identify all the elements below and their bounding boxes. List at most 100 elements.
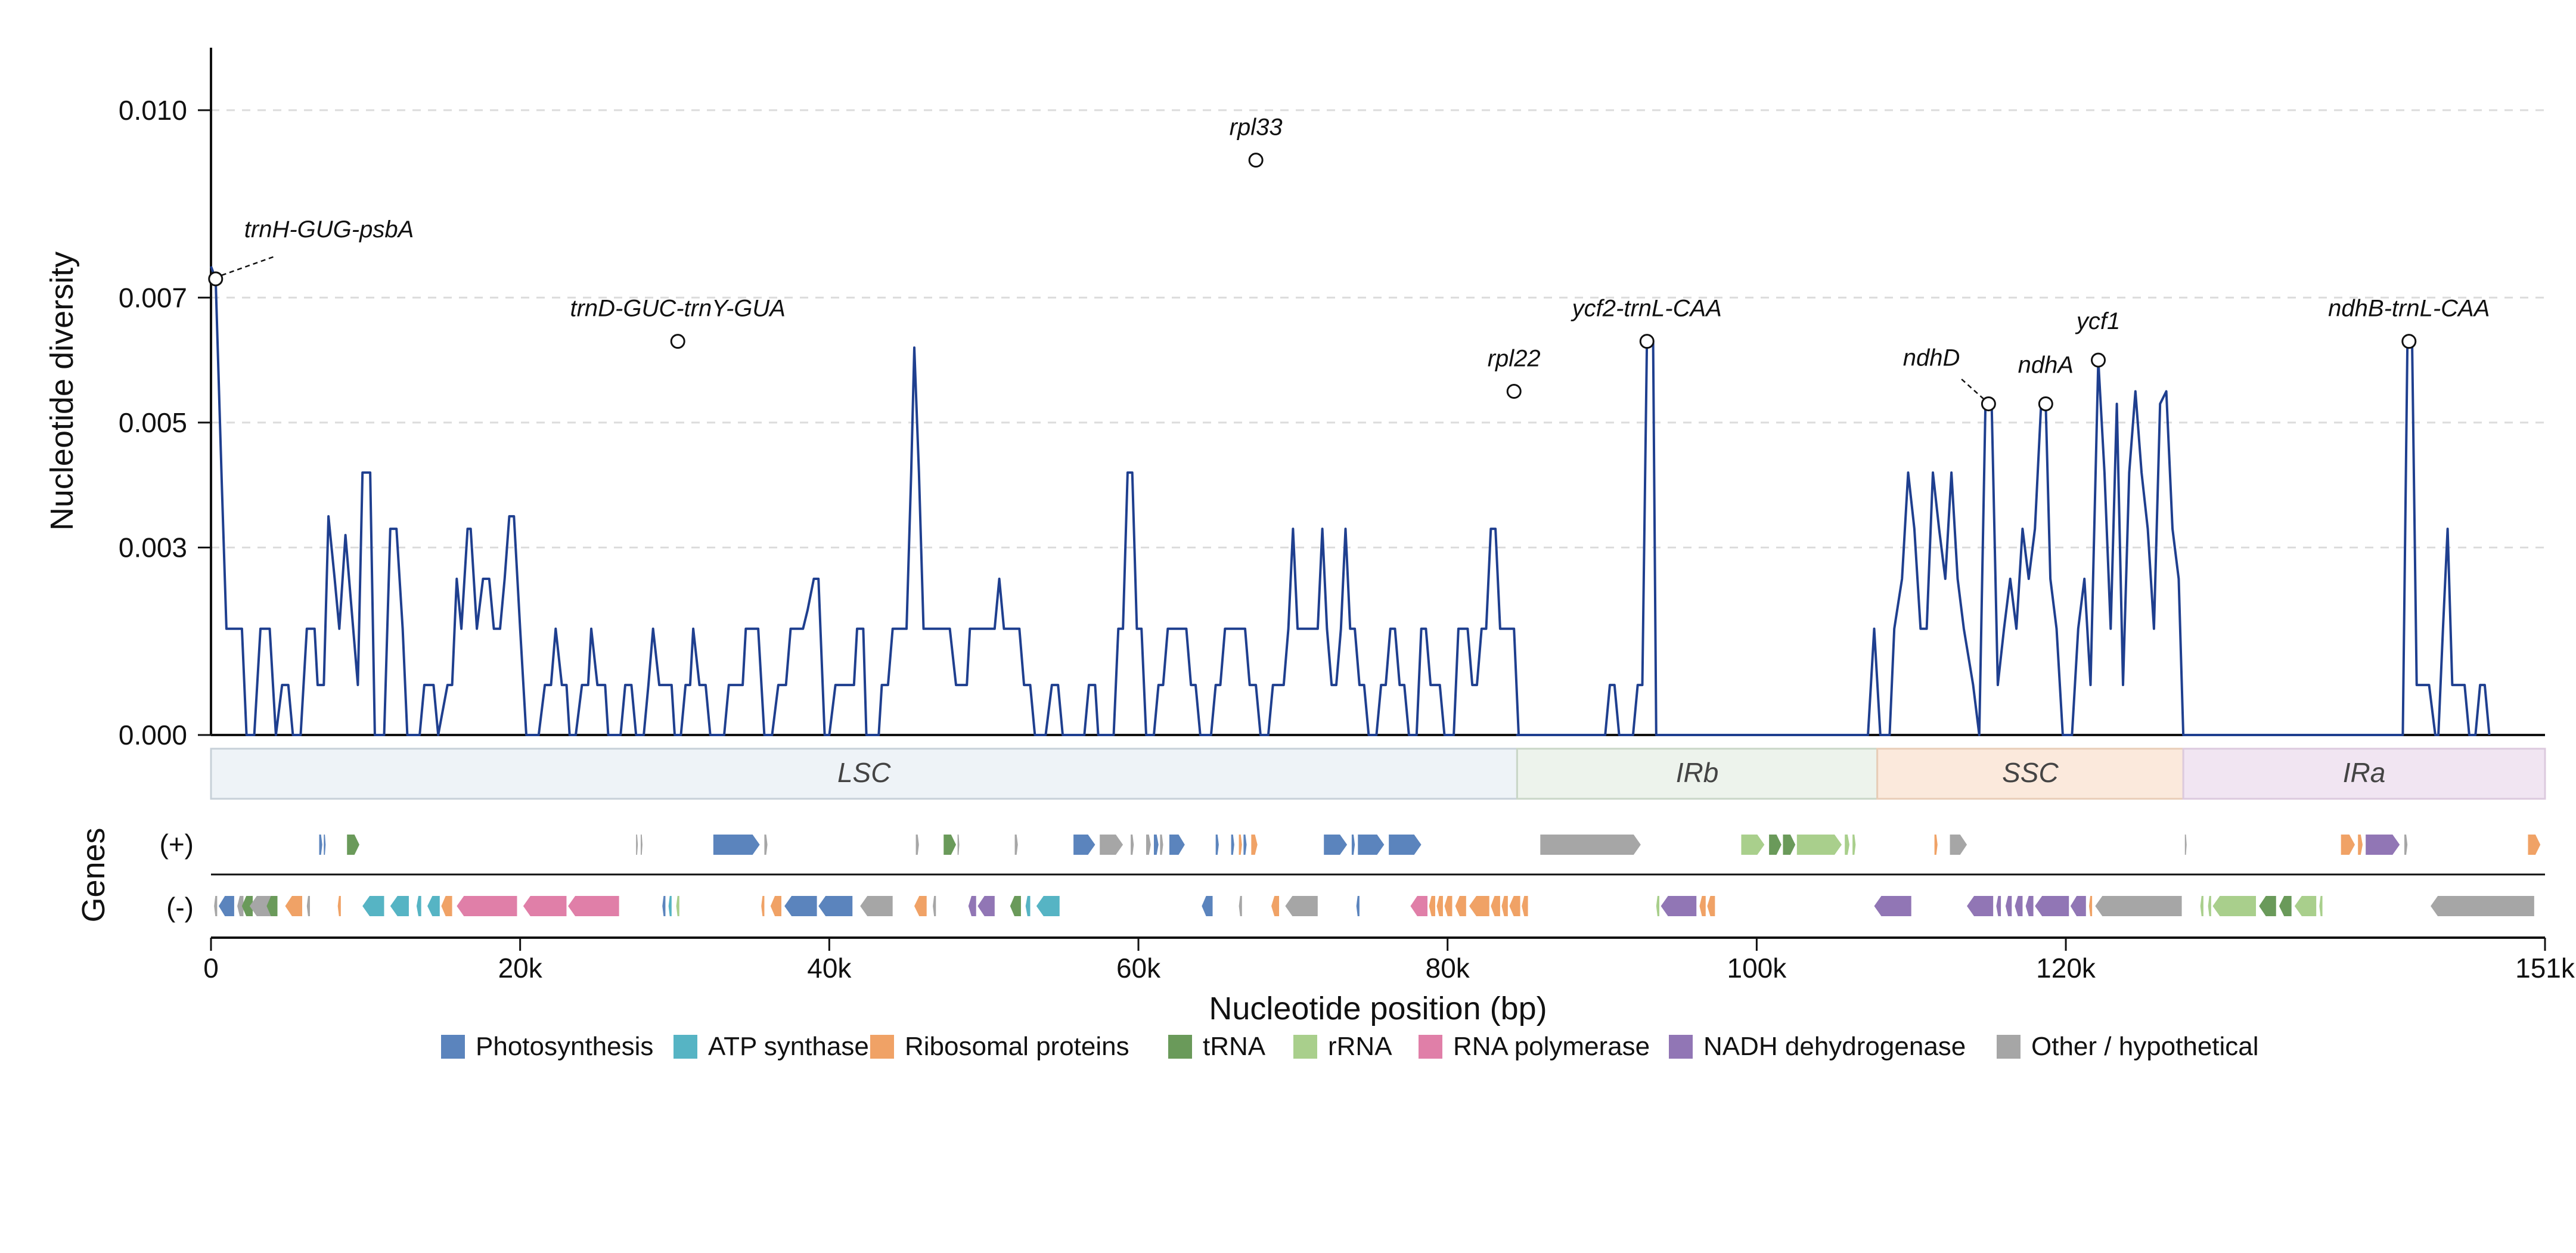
gene-block bbox=[1243, 835, 1247, 855]
gene-block bbox=[1271, 896, 1280, 916]
gene-block bbox=[1285, 896, 1318, 916]
peak-label: trnD-GUC-trnY-GUA bbox=[570, 296, 785, 322]
gene-block bbox=[523, 896, 567, 916]
gene-block bbox=[2025, 896, 2034, 916]
gene-block bbox=[1036, 896, 1060, 916]
x-tick-label: 100k bbox=[1727, 953, 1787, 984]
peak-marker bbox=[1506, 384, 1522, 399]
gene-block bbox=[2528, 835, 2541, 855]
gene-block bbox=[1540, 835, 1641, 855]
region-irb bbox=[1516, 748, 1879, 800]
gene-block bbox=[2358, 835, 2363, 855]
gene-block bbox=[636, 835, 638, 855]
gene-block bbox=[2404, 835, 2408, 855]
peak-marker bbox=[2401, 334, 2417, 349]
gene-block bbox=[1153, 835, 1159, 855]
peak-marker bbox=[208, 271, 224, 287]
gene-block bbox=[347, 835, 359, 855]
gene-block bbox=[1783, 835, 1796, 855]
gene-block bbox=[2005, 896, 2012, 916]
gene-block bbox=[1100, 835, 1123, 855]
gene-block bbox=[2341, 835, 2355, 855]
gene-block bbox=[457, 896, 517, 916]
peak-annotations: trnH-GUG-psbA trnD-GUC-trnY-GUA rpl33 rpl22… bbox=[208, 114, 2490, 411]
x-tick-label: 151k bbox=[2515, 953, 2575, 984]
strand-minus-label: (-) bbox=[166, 892, 194, 923]
gene-block bbox=[1491, 896, 1500, 916]
gene-block bbox=[761, 896, 765, 916]
peak-marker bbox=[670, 334, 685, 349]
gene-block bbox=[1202, 896, 1213, 916]
legend-label: Photosynthesis bbox=[476, 1032, 653, 1061]
gene-block bbox=[390, 896, 409, 916]
gene-block bbox=[2184, 835, 2187, 855]
gene-block bbox=[427, 896, 440, 916]
region-ira bbox=[2182, 748, 2546, 800]
gene-block bbox=[1239, 835, 1242, 855]
gene-block bbox=[944, 835, 957, 855]
legend-label: Ribosomal proteins bbox=[905, 1032, 1129, 1061]
x-ticks: 0 20k 40k 60k 80k 100k 120k 151k bbox=[203, 938, 2575, 984]
gene-block bbox=[860, 896, 893, 916]
x-tick-label: 40k bbox=[807, 953, 852, 984]
gene-block bbox=[933, 896, 936, 916]
legend-swatch bbox=[1293, 1035, 1317, 1059]
gene-block bbox=[1469, 896, 1489, 916]
legend-swatch bbox=[674, 1035, 697, 1059]
peak-marker bbox=[1639, 334, 1655, 349]
gene-block bbox=[2259, 896, 2276, 916]
gene-block bbox=[1251, 835, 1258, 855]
gene-block bbox=[914, 896, 927, 916]
axes bbox=[210, 48, 2545, 939]
gene-block bbox=[1146, 835, 1151, 855]
x-tick-label: 60k bbox=[1116, 953, 1161, 984]
gene-block bbox=[1796, 835, 1842, 855]
gene-block bbox=[915, 835, 919, 855]
genes-axis-label: Genes bbox=[76, 827, 111, 922]
gene-block bbox=[2035, 896, 2069, 916]
peak-leader-line bbox=[221, 255, 276, 277]
peak-label: ndhB-trnL-CAA bbox=[2328, 296, 2490, 322]
legend-swatch bbox=[870, 1035, 894, 1059]
gene-block bbox=[1410, 896, 1427, 916]
x-tick-label: 120k bbox=[2036, 953, 2096, 984]
gene-block bbox=[1444, 896, 1453, 916]
gene-block bbox=[1025, 896, 1031, 916]
gene-block bbox=[1501, 896, 1508, 916]
gene-block bbox=[241, 896, 253, 916]
gene-block bbox=[1351, 835, 1355, 855]
gene-block bbox=[968, 896, 976, 916]
legend-swatch bbox=[1997, 1035, 2021, 1059]
gene-block bbox=[640, 835, 643, 855]
peak-label: ndhA bbox=[2018, 352, 2074, 378]
x-tick-label: 0 bbox=[203, 953, 219, 984]
gene-block bbox=[266, 896, 278, 916]
gene-block bbox=[1874, 896, 1911, 916]
x-tick-label: 20k bbox=[498, 953, 543, 984]
gene-block bbox=[1389, 835, 1422, 855]
gene-block bbox=[1996, 896, 2001, 916]
gene-block bbox=[337, 896, 341, 916]
gene-block bbox=[2319, 896, 2323, 916]
gene-block bbox=[249, 896, 273, 916]
peak-label: ycf1 bbox=[2075, 308, 2120, 334]
region-label: IRa bbox=[2343, 757, 2386, 788]
gene-block bbox=[770, 896, 781, 916]
gene-block bbox=[764, 835, 768, 855]
gene-block bbox=[319, 835, 322, 855]
y-tick-label: 0.010 bbox=[119, 95, 187, 126]
gene-block bbox=[214, 896, 218, 916]
gene-block bbox=[784, 896, 817, 916]
gene-block bbox=[1741, 835, 1765, 855]
gene-block bbox=[1014, 835, 1018, 855]
legend-label: tRNA bbox=[1203, 1032, 1266, 1061]
region-label: SSC bbox=[2002, 757, 2059, 788]
peak-marker bbox=[2091, 352, 2106, 368]
gene-block bbox=[662, 896, 666, 916]
region-bar: LSC IRb SSC IRa bbox=[210, 748, 2546, 800]
gene-block bbox=[568, 896, 619, 916]
gene-block bbox=[2200, 896, 2203, 916]
region-ssc bbox=[1876, 748, 2184, 800]
gene-block bbox=[416, 896, 421, 916]
legend-swatch bbox=[1669, 1035, 1693, 1059]
